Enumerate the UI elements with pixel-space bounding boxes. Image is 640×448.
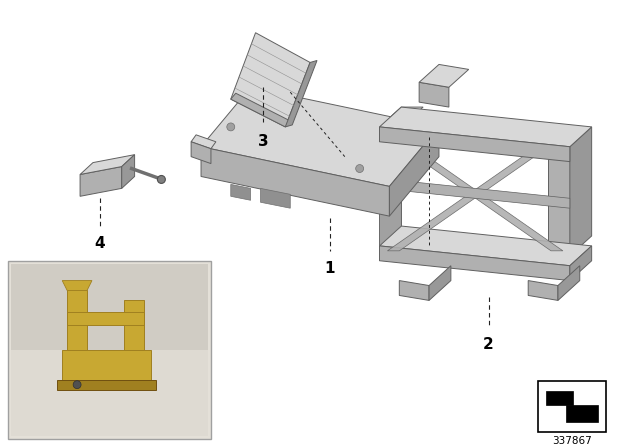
Polygon shape [389,127,439,216]
Bar [11,264,208,436]
Polygon shape [285,60,317,127]
Polygon shape [387,137,563,251]
Polygon shape [62,350,152,380]
Polygon shape [11,350,208,436]
Text: 337867: 337867 [552,436,592,446]
Circle shape [227,123,235,131]
Text: 1: 1 [324,261,335,276]
Polygon shape [546,391,573,405]
Polygon shape [231,185,251,200]
Text: 2: 2 [483,337,494,352]
Polygon shape [67,290,87,350]
Polygon shape [201,87,439,186]
Polygon shape [80,155,134,174]
Polygon shape [570,246,591,280]
Polygon shape [67,312,143,325]
Polygon shape [124,301,143,350]
Polygon shape [260,188,291,208]
Polygon shape [570,127,591,256]
Circle shape [157,176,165,183]
Polygon shape [122,155,134,188]
Polygon shape [231,93,291,127]
Polygon shape [419,65,468,87]
Polygon shape [387,137,563,251]
Polygon shape [201,147,389,216]
Polygon shape [566,405,598,422]
Polygon shape [380,127,401,246]
Polygon shape [380,178,570,208]
Polygon shape [380,127,570,162]
Polygon shape [528,280,558,301]
Polygon shape [62,280,92,290]
Polygon shape [380,226,591,266]
Polygon shape [191,135,216,149]
Circle shape [73,381,81,389]
Polygon shape [231,33,310,127]
Circle shape [356,164,364,172]
Polygon shape [191,142,211,164]
Bar [8,261,211,439]
Polygon shape [419,82,449,107]
Polygon shape [380,107,591,147]
Polygon shape [380,246,570,280]
Polygon shape [429,266,451,301]
Polygon shape [399,280,429,301]
Text: 3: 3 [258,134,269,149]
Polygon shape [380,107,401,246]
Polygon shape [558,266,580,301]
Polygon shape [548,147,570,256]
Polygon shape [80,167,122,196]
Bar [538,381,605,432]
Polygon shape [380,107,423,127]
Text: 4: 4 [95,236,105,251]
Polygon shape [57,380,156,390]
